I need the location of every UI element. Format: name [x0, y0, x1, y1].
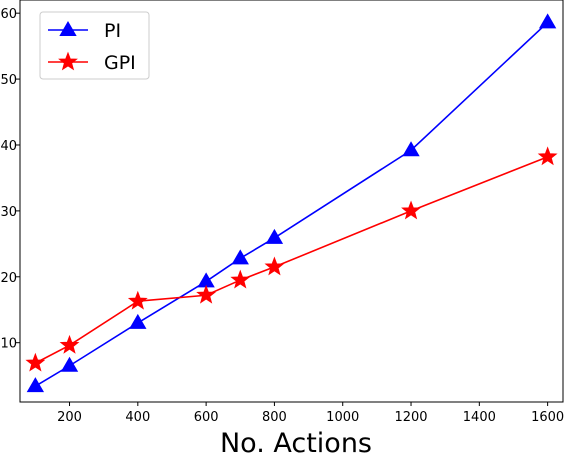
- x-tick-label: 200: [57, 410, 82, 425]
- series-line-pi: [34, 21, 549, 387]
- data-point-gpi: [230, 269, 251, 289]
- legend-label-gpi: GPI: [104, 52, 136, 74]
- plot-area-frame: [19, 0, 564, 403]
- legend: PI GPI: [39, 11, 150, 80]
- y-tick-label: 20: [0, 271, 17, 286]
- data-point-pi: [129, 313, 147, 329]
- x-tick-label: 400: [125, 410, 150, 425]
- x-tick-label: 800: [262, 410, 287, 425]
- data-point-gpi: [401, 200, 421, 220]
- x-tick-label: 1200: [394, 410, 427, 425]
- y-tick-label: 40: [0, 139, 17, 154]
- legend-marker-pi: [59, 20, 77, 36]
- data-point-gpi: [59, 334, 80, 354]
- data-point-gpi: [264, 256, 285, 276]
- data-point-gpi: [196, 284, 217, 304]
- series-gpi: [25, 146, 558, 372]
- data-point-pi: [402, 141, 420, 157]
- data-point-pi: [538, 13, 557, 29]
- data-point-pi: [60, 356, 79, 372]
- legend-label-pi: PI: [104, 20, 121, 42]
- y-tick-label: 60: [0, 7, 17, 22]
- data-point-pi: [265, 228, 284, 244]
- axes: 200 400 600 800 1000 1200 1400 1600 10 20 30 40 50 60: [0, 7, 564, 425]
- x-tick-label: 1000: [326, 410, 359, 425]
- data-point-gpi: [127, 290, 148, 310]
- x-tick-label: 1400: [463, 410, 496, 425]
- data-point-pi: [26, 377, 45, 393]
- x-axis-label: No. Actions: [220, 428, 372, 456]
- y-tick-label: 30: [0, 205, 17, 220]
- data-point-pi: [231, 249, 249, 265]
- series-layer: [25, 13, 558, 393]
- x-tick-label: 600: [194, 410, 219, 425]
- series-line-gpi: [35, 156, 548, 364]
- data-point-gpi: [25, 352, 46, 372]
- y-tick-label: 50: [0, 73, 17, 88]
- y-tick-label: 10: [0, 337, 17, 352]
- x-tick-label: 1600: [531, 410, 564, 425]
- data-point-gpi: [537, 146, 558, 166]
- legend-marker-gpi: [58, 51, 78, 71]
